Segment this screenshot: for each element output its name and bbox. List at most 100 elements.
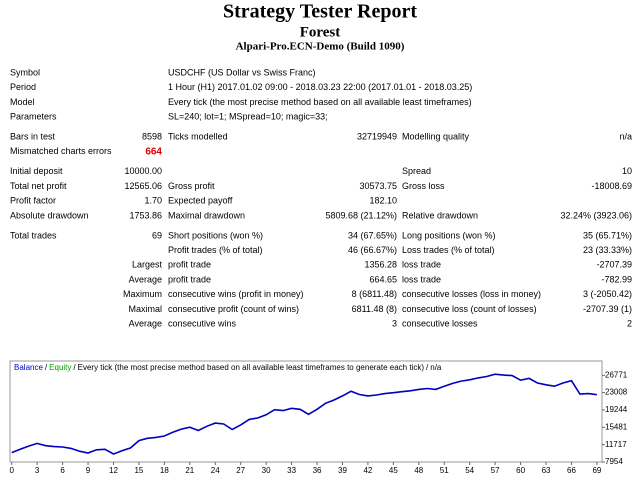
x-tick-label: 39 — [338, 466, 347, 475]
field-label: Long positions (won %) — [402, 230, 496, 240]
legend-text: n/a — [430, 363, 442, 372]
field-value: 12565.06 — [124, 181, 162, 191]
legend-text: Every tick (the most precise method base… — [78, 363, 425, 372]
legend-separator: / — [45, 363, 48, 372]
y-tick-label: 23008 — [605, 388, 628, 397]
x-tick-label: 18 — [160, 466, 169, 475]
chart-frame — [9, 360, 603, 463]
x-tick-label: 30 — [262, 466, 271, 475]
field-label: Total trades — [10, 230, 57, 240]
field-value: 8598 — [142, 131, 162, 141]
field-value: 46 (66.67%) — [348, 245, 397, 255]
field-value: 30573.75 — [359, 181, 397, 191]
field-value: 1 Hour (H1) 2017.01.02 09:00 - 2018.03.2… — [168, 82, 472, 92]
field-label: Bars in test — [10, 131, 56, 141]
x-tick-label: 3 — [35, 466, 40, 475]
server: Alpari-Pro.ECN-Demo (Build 1090) — [236, 41, 405, 53]
y-tick-label: 15481 — [605, 422, 628, 431]
field-label: Relative drawdown — [402, 210, 478, 220]
field-value: 32.24% (3923.06) — [560, 210, 632, 220]
x-tick-label: 48 — [414, 466, 423, 475]
field-label: Gross loss — [402, 181, 445, 191]
field-value: 69 — [152, 230, 162, 240]
field-value: 34 (67.65%) — [348, 230, 397, 240]
field-value: 6811.48 (8) — [352, 304, 397, 314]
field-label: profit trade — [168, 260, 211, 270]
field-value: 3 (-2050.42) — [583, 289, 632, 299]
legend-text: Balance — [14, 363, 43, 372]
legend-separator: / — [426, 363, 429, 372]
field-label: Largest — [132, 260, 163, 270]
field-label: Symbol — [10, 67, 40, 77]
y-tick-label: 11717 — [605, 440, 627, 449]
field-label: Ticks modelled — [168, 131, 228, 141]
legend-separator: / — [73, 363, 76, 372]
field-label: Spread — [402, 166, 431, 176]
x-tick-label: 0 — [9, 466, 14, 475]
y-tick-label: 19244 — [605, 405, 628, 414]
field-label: Modelling quality — [402, 131, 470, 141]
x-tick-label: 69 — [592, 466, 601, 475]
x-tick-label: 57 — [491, 466, 500, 475]
x-tick-label: 36 — [313, 466, 322, 475]
field-label: Maximal drawdown — [168, 210, 245, 220]
x-tick-label: 6 — [60, 466, 65, 475]
report-title: Strategy Tester Report — [223, 1, 417, 23]
field-value: 664.65 — [369, 274, 397, 284]
x-tick-label: 24 — [211, 466, 220, 475]
field-value: USDCHF (US Dollar vs Swiss Franc) — [168, 67, 316, 77]
balance-line — [11, 373, 598, 455]
field-value: 23 (33.33%) — [583, 245, 632, 255]
field-label: Maximum — [123, 289, 162, 299]
x-tick-label: 9 — [86, 466, 91, 475]
field-label: Model — [10, 97, 35, 107]
field-value: -782.99 — [601, 274, 632, 284]
x-tick-label: 15 — [134, 466, 143, 475]
field-label: Short positions (won %) — [168, 230, 263, 240]
legend-text: Equity — [49, 363, 71, 372]
x-tick-label: 33 — [287, 466, 296, 475]
field-label: Period — [10, 82, 36, 92]
x-tick-label: 27 — [236, 466, 245, 475]
field-label: Loss trades (% of total) — [402, 245, 495, 255]
field-value: 8 (6811.48) — [352, 289, 397, 299]
field-label: consecutive profit (count of wins) — [168, 304, 299, 314]
field-label: consecutive wins — [168, 318, 237, 328]
y-tick-label: 7954 — [605, 457, 623, 466]
field-label: loss trade — [402, 260, 441, 270]
field-value: 2 — [627, 318, 632, 328]
field-label: Maximal — [128, 304, 162, 314]
field-value: Every tick (the most precise method base… — [168, 97, 472, 107]
report-subtitle: Forest — [300, 24, 341, 40]
field-value: 1.70 — [144, 196, 162, 206]
x-tick-label: 66 — [567, 466, 576, 475]
legend: Balance / Equity / Every tick (the most prec… — [14, 363, 442, 372]
x-tick-label: 45 — [389, 466, 398, 475]
field-value: -2707.39 (1) — [583, 304, 632, 314]
field-label: loss trade — [402, 274, 441, 284]
field-label: consecutive wins (profit in money) — [168, 289, 304, 299]
field-label: Absolute drawdown — [10, 210, 89, 220]
field-value: SL=240; lot=1; MSpread=10; magic=33; — [168, 111, 328, 121]
field-value: -2707.39 — [596, 260, 632, 270]
x-tick-label: 54 — [465, 466, 474, 475]
field-label: Expected payoff — [168, 196, 233, 206]
field-label: Total net profit — [10, 181, 67, 191]
y-tick-label: 26771 — [605, 370, 628, 379]
field-label: Gross profit — [168, 181, 215, 191]
field-value: -18008.69 — [591, 181, 632, 191]
field-label: Parameters — [10, 111, 57, 121]
field-label: consecutive losses — [402, 318, 478, 328]
x-tick-label: 60 — [516, 466, 525, 475]
field-label: Mismatched charts errors — [10, 146, 112, 156]
field-value: 1753.86 — [129, 210, 162, 220]
field-label: consecutive losses (loss in money) — [402, 289, 541, 299]
field-value: 182.10 — [369, 196, 397, 206]
field-value: n/a — [619, 131, 632, 141]
x-tick-label: 42 — [363, 466, 372, 475]
field-label: Profit trades (% of total) — [168, 245, 263, 255]
field-label: Profit factor — [10, 196, 56, 206]
field-label: Average — [129, 274, 162, 284]
field-label: consecutive loss (count of losses) — [402, 304, 537, 314]
